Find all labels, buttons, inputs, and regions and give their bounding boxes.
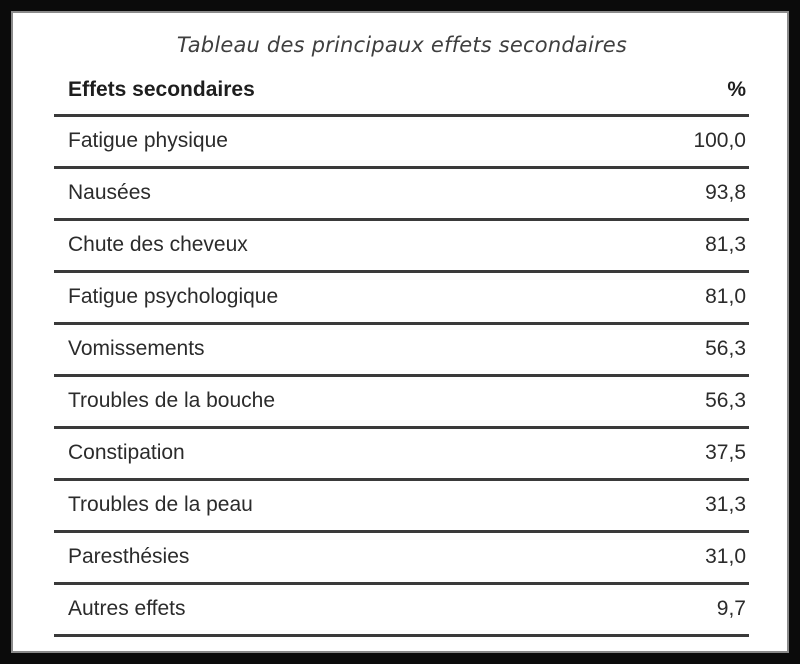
row-value: 100,0 [693,128,746,152]
row-label: Troubles de la peau [68,492,253,516]
row-value: 81,3 [705,232,746,256]
row-label: Chute des cheveux [68,232,248,256]
header-percent: % [727,78,746,101]
table-row: Nausées 93,8 [54,169,749,221]
row-label: Constipation [68,440,185,464]
table-row: Chute des cheveux 81,3 [54,221,749,273]
row-label: Nausées [68,180,151,204]
row-label: Autres effets [68,596,186,620]
table-card: Tableau des principaux effets secondaire… [11,11,789,653]
table-row: Fatigue physique 100,0 [54,117,749,169]
row-value: 56,3 [705,336,746,360]
row-value: 37,5 [705,440,746,464]
row-label: Paresthésies [68,544,190,568]
table-row: Fatigue psychologique 81,0 [54,273,749,325]
row-value: 9,7 [716,596,746,620]
row-label: Fatigue psychologique [68,284,279,308]
row-value: 31,3 [705,492,746,516]
table-row: Paresthésies 31,0 [54,533,749,585]
row-value: 81,0 [705,284,746,308]
row-value: 93,8 [705,180,746,204]
table-header-row: Effets secondaires % [54,70,749,117]
table-title: Tableau des principaux effets secondaire… [176,33,628,57]
row-value: 56,3 [705,388,746,412]
table-row: Vomissements 56,3 [54,325,749,377]
row-value: 31,0 [705,544,746,568]
row-label: Troubles de la bouche [68,388,276,412]
table-row: Autres effets 9,7 [54,585,749,637]
row-label: Vomissements [68,336,205,360]
table-row: Troubles de la bouche 56,3 [54,377,749,429]
header-label: Effets secondaires [68,78,255,101]
table-row: Constipation 37,5 [54,429,749,481]
side-effects-table: Effets secondaires % Fatigue physique 10… [54,70,749,637]
row-label: Fatigue physique [68,128,228,152]
table-row: Troubles de la peau 31,3 [54,481,749,533]
